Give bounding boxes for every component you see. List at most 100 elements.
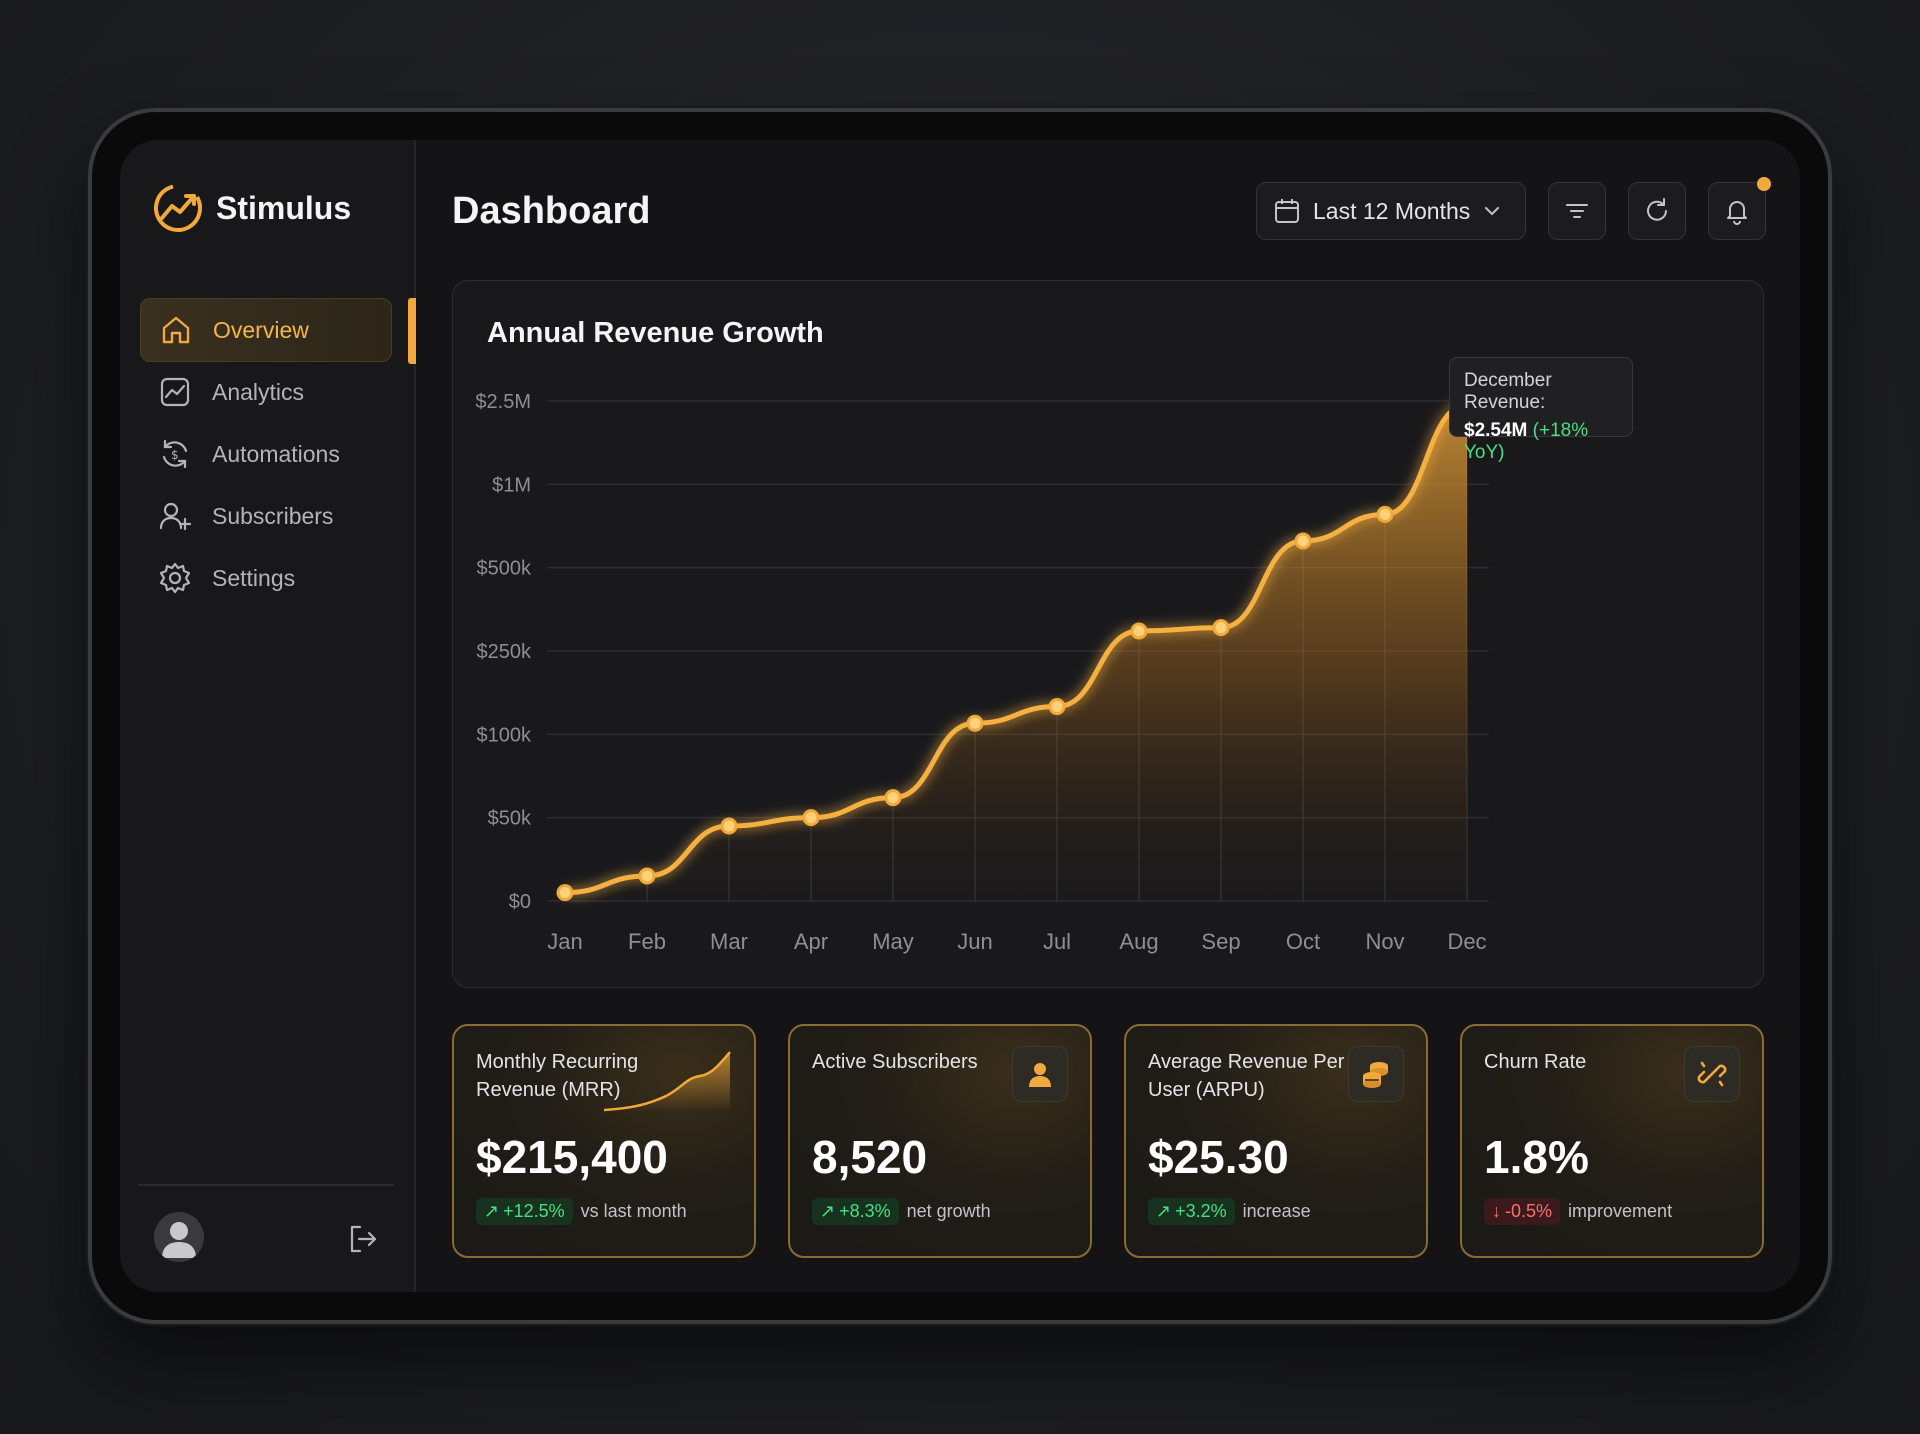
kpi-note: net growth (906, 1201, 991, 1221)
kpi-icon-box (1684, 1046, 1740, 1102)
y-tick-label: $1M (492, 474, 531, 496)
home-icon (162, 316, 190, 344)
kpi-footer: ↓ -0.5% improvement (1484, 1198, 1672, 1225)
x-tick-label: Nov (1365, 929, 1404, 954)
sidebar-divider (138, 1184, 394, 1186)
data-point-jun (966, 714, 984, 732)
chevron-down-icon (1485, 207, 1500, 216)
kpi-footer: ↗ +8.3% net growth (812, 1198, 991, 1225)
kpi-note: increase (1242, 1201, 1311, 1221)
data-point-jan (556, 884, 574, 902)
filter-icon (1566, 204, 1588, 218)
arrow-up-right-icon: ↗ (1156, 1201, 1172, 1221)
kpi-card-arpu[interactable]: Average Revenue Per User (ARPU) $25.30 ↗… (1124, 1024, 1428, 1258)
revenue-area (565, 405, 1467, 901)
data-point-feb (638, 867, 656, 885)
data-point-apr (802, 809, 820, 827)
brand-logo-icon (154, 183, 202, 232)
kpi-title: Average Revenue Per User (ARPU) (1148, 1051, 1345, 1101)
refresh-button[interactable] (1628, 182, 1686, 240)
sidebar-item-overview[interactable]: Overview (140, 298, 392, 362)
sidebar-item-label: Overview (213, 316, 309, 343)
arrow-down-icon: ↓ (1492, 1201, 1501, 1221)
sidebar-item-automations[interactable]: $ Automations (140, 422, 392, 486)
x-tick-label: Apr (794, 929, 828, 954)
data-point-sep (1212, 619, 1230, 637)
kpi-value: 1.8% (1484, 1131, 1589, 1183)
data-point-jul (1048, 698, 1066, 716)
page-title: Dashboard (452, 190, 651, 232)
sidebar-item-settings[interactable]: Settings (140, 546, 392, 610)
kpi-change-badge: ↗ +12.5% (476, 1198, 573, 1225)
filter-button[interactable] (1548, 182, 1606, 240)
sidebar-item-label: Subscribers (212, 502, 334, 529)
data-point-oct (1294, 532, 1312, 550)
kpi-footer: ↗ +3.2% increase (1148, 1198, 1311, 1225)
broken-link-icon (1697, 1061, 1727, 1087)
y-tick-label: $500k (477, 558, 532, 580)
calendar-icon (1275, 199, 1299, 223)
svg-text:$: $ (171, 448, 179, 462)
kpi-card-churn[interactable]: Churn Rate 1.8% ↓ -0.5% improvement (1460, 1024, 1764, 1258)
kpi-footer: ↗ +12.5% vs last month (476, 1198, 687, 1225)
avatar-silhouette-icon (162, 1222, 196, 1258)
user-icon (1029, 1063, 1051, 1087)
y-tick-label: $100k (477, 724, 532, 746)
arrow-up-right-icon: ↗ (484, 1201, 500, 1221)
y-tick-label: $0 (509, 891, 531, 913)
x-tick-label: Oct (1286, 929, 1320, 954)
logout-button[interactable] (346, 1222, 380, 1256)
kpi-icon-box (1012, 1046, 1068, 1102)
sidebar-item-label: Analytics (212, 378, 305, 405)
kpi-card-subscribers[interactable]: Active Subscribers 8,520 ↗ +8.3% net gro… (788, 1024, 1092, 1258)
chart-tooltip: December Revenue: $2.54M (+18% YoY) (1449, 357, 1633, 463)
period-select[interactable]: Last 12 Months (1256, 182, 1526, 240)
sidebar-item-subscribers[interactable]: Subscribers (140, 484, 392, 548)
x-tick-label: Sep (1201, 929, 1240, 954)
kpi-value: 8,520 (812, 1131, 928, 1183)
x-tick-label: Jan (547, 929, 582, 954)
device-frame: Stimulus Overview Analytics (92, 112, 1828, 1320)
kpi-change-badge: ↗ +8.3% (812, 1198, 899, 1225)
y-tick-label: $2.5M (475, 391, 531, 413)
x-tick-label: Aug (1119, 929, 1158, 954)
tooltip-label: December Revenue: (1464, 370, 1552, 413)
app-screen: Stimulus Overview Analytics (120, 140, 1800, 1292)
gear-icon (159, 562, 191, 594)
sidebar-item-analytics[interactable]: Analytics (140, 360, 392, 424)
notification-dot (1757, 177, 1771, 191)
kpi-change: +12.5% (503, 1201, 565, 1221)
automations-icon: $ (162, 439, 188, 469)
sidebar-item-label: Settings (212, 564, 296, 591)
x-tick-label: Jun (957, 929, 992, 954)
sparkline-icon (604, 1051, 731, 1112)
notifications-button[interactable] (1708, 177, 1771, 240)
kpi-change: +8.3% (839, 1201, 891, 1221)
kpi-change: -0.5% (1505, 1201, 1553, 1221)
sidebar: Stimulus Overview Analytics (120, 140, 416, 1292)
brand[interactable]: Stimulus (152, 182, 351, 234)
kpi-note: vs last month (580, 1201, 687, 1221)
coins-icon (1363, 1062, 1388, 1088)
kpi-card-mrr[interactable]: Monthly Recurring Revenue (MRR) $215,400… (452, 1024, 756, 1258)
kpi-value: $25.30 (1148, 1131, 1289, 1183)
kpi-title: Monthly Recurring Revenue (MRR) (476, 1051, 639, 1101)
data-point-aug (1130, 622, 1148, 640)
analytics-icon (160, 377, 190, 407)
active-indicator (408, 298, 416, 364)
kpi-value: $215,400 (476, 1131, 668, 1183)
arrow-up-right-icon: ↗ (820, 1201, 836, 1221)
tooltip-change: (+18% YoY) (1464, 420, 1589, 463)
x-tick-label: Jul (1043, 929, 1071, 954)
x-tick-label: Feb (628, 929, 666, 954)
avatar[interactable] (154, 1212, 204, 1262)
tooltip-value: $2.54M (1464, 420, 1528, 441)
x-tick-label: Mar (710, 929, 748, 954)
logout-icon (350, 1225, 377, 1253)
y-tick-label: $50k (488, 808, 532, 830)
refresh-icon (1647, 198, 1667, 221)
data-point-nov (1376, 505, 1394, 523)
data-point-may (884, 789, 902, 807)
brand-name: Stimulus (216, 189, 352, 226)
x-tick-label: May (872, 929, 914, 954)
